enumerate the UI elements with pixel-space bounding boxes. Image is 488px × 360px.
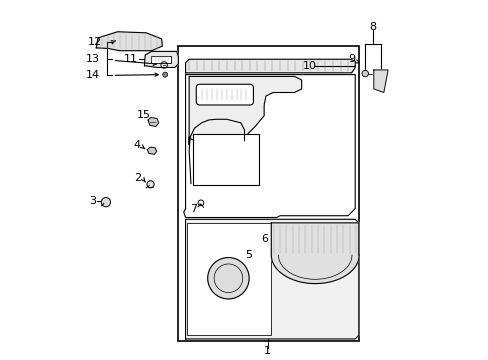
Polygon shape	[148, 117, 159, 126]
Text: 5: 5	[245, 250, 252, 260]
Text: 6: 6	[261, 234, 268, 244]
Text: 14: 14	[85, 70, 100, 80]
Circle shape	[207, 257, 248, 299]
Text: 3: 3	[89, 197, 96, 206]
Circle shape	[101, 198, 110, 207]
Text: 15: 15	[137, 110, 150, 120]
Polygon shape	[185, 59, 354, 73]
Polygon shape	[271, 223, 358, 284]
Bar	[187, 223, 271, 336]
Polygon shape	[144, 51, 178, 67]
Polygon shape	[147, 147, 156, 154]
Text: 1: 1	[264, 346, 271, 356]
Text: 4: 4	[134, 140, 141, 150]
Text: 13: 13	[85, 54, 100, 64]
Text: 2: 2	[134, 173, 141, 183]
Bar	[178, 46, 358, 341]
Text: 9: 9	[347, 54, 354, 64]
Text: 11: 11	[124, 54, 138, 64]
Circle shape	[361, 70, 367, 77]
Polygon shape	[185, 219, 358, 339]
Circle shape	[147, 181, 154, 188]
Bar	[151, 56, 171, 63]
FancyBboxPatch shape	[196, 84, 253, 105]
Text: 8: 8	[369, 22, 376, 32]
Circle shape	[163, 72, 167, 77]
Text: 10: 10	[302, 61, 316, 71]
Polygon shape	[373, 70, 387, 93]
Bar	[192, 134, 258, 185]
Polygon shape	[183, 75, 354, 217]
Polygon shape	[96, 32, 162, 51]
Text: 7: 7	[190, 203, 197, 213]
Polygon shape	[189, 76, 301, 146]
Text: 12: 12	[88, 37, 102, 47]
